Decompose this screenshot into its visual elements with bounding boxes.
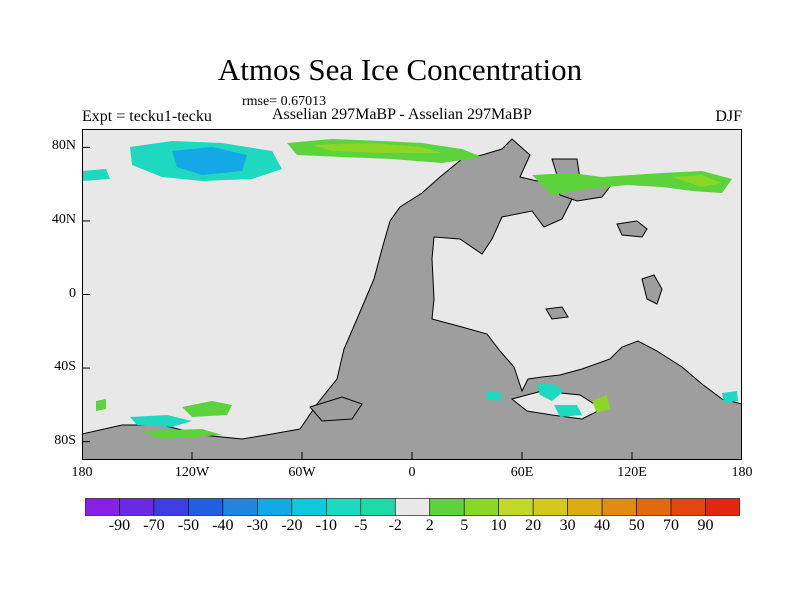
colorbar-label: -5 (354, 517, 368, 534)
x-tick-label: 60W (288, 465, 316, 480)
x-tick-label: 120E (617, 465, 647, 480)
y-tick-label: 80N (51, 138, 76, 154)
y-tick-label: 0 (69, 285, 76, 301)
colorbar-swatch (429, 498, 465, 516)
x-tick-label: 0 (408, 465, 416, 480)
ice-patch-northeast-core (672, 175, 722, 187)
ice-anomaly-patches (82, 139, 738, 439)
colorbar-label: -20 (281, 517, 303, 534)
colorbar-swatch (498, 498, 534, 516)
colorbar-swatch (394, 498, 431, 516)
colorbar-swatch (153, 498, 189, 516)
ice-patch-southern-yellow (592, 395, 610, 413)
ice-patch-south-green-2 (140, 429, 222, 439)
ice-patch-north-pacific-core (172, 147, 247, 175)
colorbar-label: -90 (108, 517, 131, 534)
ice-patch-south-green (182, 401, 232, 417)
colorbar-swatch (188, 498, 224, 516)
colorbar (85, 498, 740, 516)
colorbar-swatch (326, 498, 362, 516)
colorbar-swatch (360, 498, 396, 516)
colorbar-swatch (85, 498, 120, 516)
x-tick-label: 180 (731, 465, 753, 480)
ice-patch-arctic-yellow (312, 143, 442, 153)
colorbar-swatch (257, 498, 293, 516)
chart-title: Atmos Sea Ice Concentration (217, 52, 583, 87)
x-tick-label: 180 (71, 465, 93, 480)
x-tick-label: 60E (510, 465, 534, 480)
experiment-names: Asselian 297MaBP - Asselian 297MaBP (272, 106, 532, 123)
y-tick-label: 40N (51, 211, 76, 227)
ice-patch-south-teal (130, 415, 192, 427)
colorbar-label: 20 (525, 517, 542, 534)
colorbar-label: 2 (425, 517, 434, 534)
colorbar-label: 90 (697, 517, 714, 534)
land-south-island (309, 396, 363, 422)
colorbar-label: 70 (663, 517, 680, 534)
colorbar-swatch (567, 498, 603, 516)
colorbar-label: -50 (177, 517, 200, 534)
colorbar-label: 10 (490, 517, 507, 534)
land-tethys-islands (616, 220, 648, 238)
colorbar-swatch (601, 498, 637, 516)
colorbar-swatch (670, 498, 706, 516)
ice-patch-west-atlantic (486, 391, 502, 401)
colorbar-label: 50 (628, 517, 645, 534)
land-east-island-1 (641, 274, 663, 305)
colorbar-label: 40 (594, 517, 611, 534)
colorbar-label: -30 (246, 517, 269, 534)
colorbar-swatch (705, 498, 740, 516)
colorbar-label: -10 (315, 517, 337, 534)
colorbar-swatch (222, 498, 258, 516)
land-east-island-2 (545, 306, 569, 320)
map-ticks (82, 146, 742, 460)
expt-label: Expt = tecku1-tecku (82, 108, 212, 125)
x-tick-label: 120W (174, 465, 210, 480)
colorbar-label: -40 (212, 517, 234, 534)
rmse-label: rmse= 0.67013 (242, 94, 327, 109)
colorbar-swatch (291, 498, 327, 516)
colorbar-label: -70 (143, 517, 165, 534)
colorbar-swatch (532, 498, 568, 516)
colorbar-label: 30 (559, 517, 576, 534)
sea-ice-map (82, 129, 742, 460)
season-label: DJF (715, 108, 742, 125)
colorbar-label: -2 (388, 517, 402, 534)
colorbar-label: 5 (460, 517, 469, 534)
ice-patch-northwest (82, 169, 110, 181)
ice-patch-southern-teal (537, 383, 564, 401)
colorbar-swatch (463, 498, 499, 516)
ice-patch-east-south (722, 391, 738, 403)
ice-patch-south-left (96, 399, 106, 411)
y-tick-label: 40S (54, 359, 76, 375)
colorbar-swatch (636, 498, 672, 516)
y-tick-label: 80S (54, 432, 76, 448)
ice-patch-southern-teal-2 (554, 405, 582, 417)
colorbar-swatch (119, 498, 155, 516)
